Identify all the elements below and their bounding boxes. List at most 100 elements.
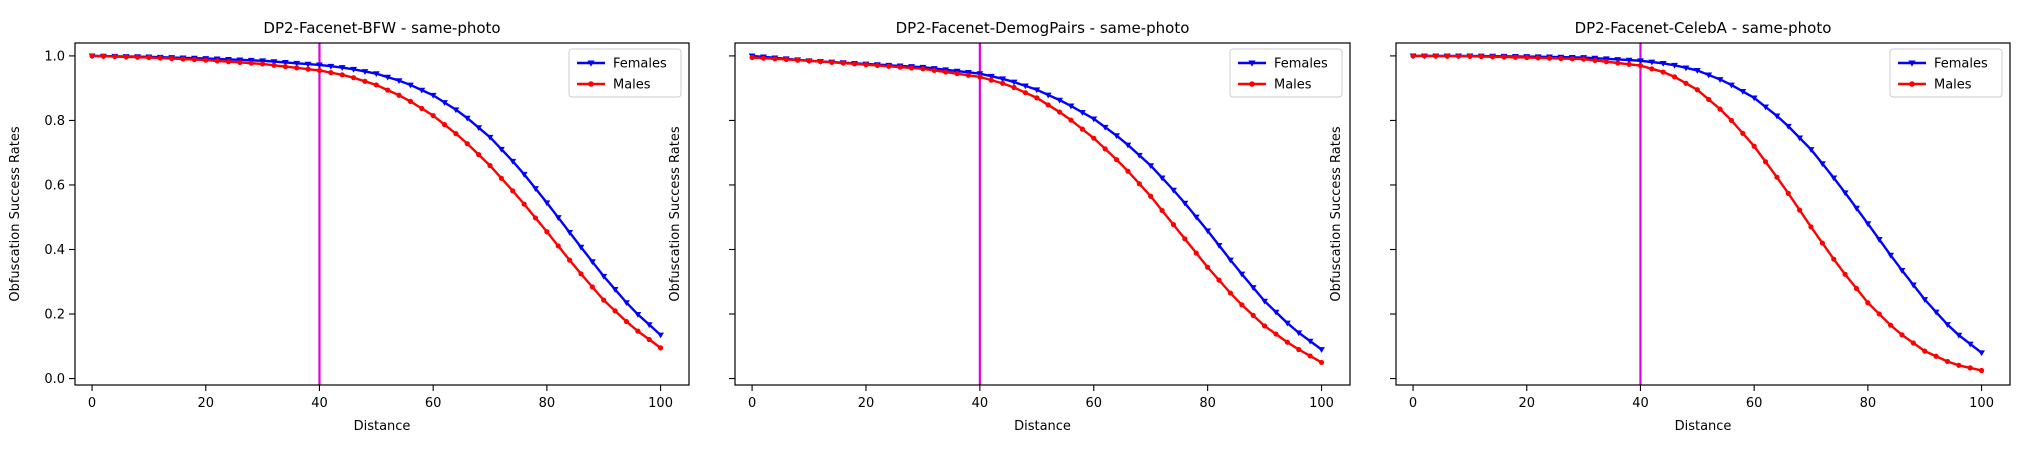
data-point	[1192, 214, 1200, 221]
series-line	[752, 56, 1323, 364]
data-point	[1272, 309, 1280, 316]
data-point	[1148, 193, 1154, 199]
data-point	[316, 67, 323, 74]
data-point	[89, 53, 95, 59]
data-point	[1444, 53, 1450, 59]
data-point	[1750, 95, 1758, 102]
data-point	[1717, 106, 1723, 112]
data-point	[1227, 290, 1234, 296]
data-point	[1535, 55, 1541, 61]
data-point	[1796, 135, 1804, 142]
data-point	[806, 58, 812, 64]
data-point	[1204, 228, 1212, 235]
data-point	[509, 158, 517, 165]
data-point	[1614, 57, 1622, 63]
x-axis-label: Distance	[1675, 419, 1732, 434]
data-point	[1136, 181, 1142, 187]
axes-frame	[74, 42, 690, 386]
data-point	[1433, 53, 1439, 59]
y-tick-label: 0.2	[44, 308, 65, 323]
data-point	[395, 78, 403, 85]
data-point	[180, 56, 186, 62]
data-point	[305, 66, 311, 72]
data-point	[339, 72, 345, 78]
data-point	[1637, 58, 1644, 65]
data-point	[418, 87, 426, 94]
data-point	[1261, 323, 1268, 329]
data-point	[977, 74, 983, 80]
data-point	[407, 82, 414, 89]
data-point	[1524, 54, 1530, 61]
data-point	[1694, 87, 1700, 93]
data-point	[441, 100, 448, 106]
data-point	[544, 229, 550, 235]
data-point	[1306, 338, 1314, 345]
data-point	[419, 105, 425, 112]
data-point	[829, 59, 835, 65]
data-point	[600, 273, 608, 280]
data-point	[1227, 257, 1234, 264]
data-point	[886, 63, 892, 69]
data-point	[1875, 237, 1883, 243]
data-point	[497, 146, 505, 153]
legend-label: Females	[1934, 57, 1988, 72]
data-point	[795, 57, 801, 63]
data-point	[463, 115, 471, 122]
series-line	[92, 54, 662, 349]
data-point	[1682, 65, 1690, 72]
legend-marker	[1248, 60, 1256, 67]
data-point	[1045, 102, 1051, 108]
data-point	[1091, 135, 1097, 141]
y-axis-label: Obfuscation Success Rates	[668, 126, 683, 301]
data-point	[1774, 174, 1780, 180]
x-axis-label: Distance	[1014, 419, 1071, 434]
data-point	[1318, 347, 1325, 353]
x-tick-label: 40	[1632, 396, 1649, 411]
data-point	[1785, 190, 1791, 196]
chart-panel-3: DP2-Facenet-CelebA - same-photo 0 20 40 60 80…	[1329, 19, 2011, 434]
data-point	[760, 55, 767, 61]
data-point	[1978, 367, 1985, 374]
plot-area	[88, 43, 664, 385]
data-point	[407, 98, 414, 104]
data-point	[429, 92, 437, 99]
data-point	[1808, 224, 1814, 230]
data-point	[634, 311, 642, 318]
x-tick-label: 100	[1309, 396, 1334, 411]
data-point	[1955, 332, 1963, 339]
data-point	[1135, 152, 1143, 159]
data-point	[100, 53, 107, 59]
data-point	[863, 62, 869, 68]
data-point	[1307, 353, 1313, 359]
data-point	[1898, 267, 1906, 274]
data-point	[1659, 60, 1667, 67]
data-point	[1455, 53, 1462, 59]
data-point	[1056, 97, 1063, 104]
data-point	[1818, 161, 1826, 168]
legend-marker	[587, 60, 595, 67]
data-point	[555, 243, 561, 249]
data-point	[294, 65, 300, 71]
data-point	[646, 336, 652, 343]
data-point	[1011, 84, 1017, 91]
data-point	[453, 131, 459, 137]
data-point	[1932, 309, 1940, 316]
y-tick-label: 0.4	[44, 243, 65, 258]
data-point	[567, 257, 573, 263]
data-point	[1864, 221, 1872, 228]
data-point	[772, 56, 778, 62]
data-point	[612, 308, 618, 314]
y-tick-label: 0.6	[44, 178, 65, 193]
data-point	[487, 163, 493, 169]
data-point	[1261, 298, 1268, 305]
y-axis-label: Obfuscation Success Rates	[1329, 126, 1344, 301]
data-point	[293, 60, 301, 67]
data-point	[350, 66, 357, 73]
data-point	[270, 59, 278, 65]
y-axis-label: Obfuscation Success Rates	[8, 126, 23, 301]
data-point	[191, 56, 197, 63]
data-point	[1421, 53, 1428, 59]
data-point	[1739, 89, 1747, 95]
data-point	[1170, 187, 1177, 194]
data-point	[1967, 365, 1973, 371]
